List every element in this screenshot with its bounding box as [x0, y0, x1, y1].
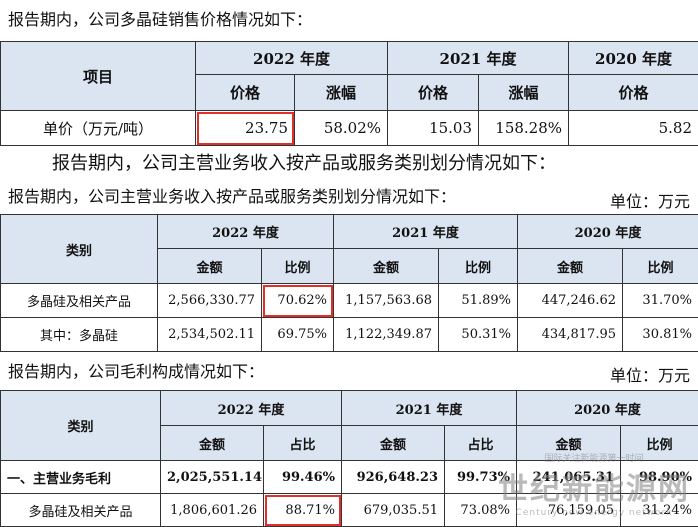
table-cell: 2,566,330.77 — [158, 284, 262, 318]
section2-title: 报告期内，公司主营业务收入按产品或服务类别划分情况如下： — [8, 183, 456, 207]
table-row: 其中：多晶硅 2,534,502.11 69.75% 1,122,349.87 … — [1, 318, 698, 352]
watermark-url: Century new energy network — [498, 508, 690, 518]
table-cell: 679,035.51 — [342, 494, 445, 527]
table-cell: 51.89% — [439, 284, 518, 318]
row-label: 一、主营业务毛利 — [1, 461, 161, 494]
row-label: 单价（万元/吨） — [1, 111, 196, 146]
header-year-2021: 2021 年度 — [388, 42, 569, 75]
section2-lead: 报告期内，公司主营业务收入按产品或服务类别划分情况如下： — [52, 149, 556, 175]
price-2022-cell: 23.75 — [196, 111, 295, 146]
header-category: 类别 — [1, 391, 161, 461]
section3-unit: 单位：万元 — [610, 362, 690, 386]
row-label: 其中：多晶硅 — [1, 318, 158, 352]
change-2021-cell: 158.28% — [479, 111, 569, 146]
header-year-2020: 2020 年度 — [569, 42, 698, 75]
watermark-tagline: 国际关注新能源第一时间 — [498, 451, 690, 464]
header-amount: 金额 — [518, 249, 623, 284]
header-year-2020: 2020 年度 — [517, 391, 698, 426]
header-ratio: 比例 — [262, 249, 334, 284]
table-cell: 69.75% — [262, 318, 334, 352]
table-cell: 1,157,563.68 — [334, 284, 439, 318]
header-year-2020: 2020 年度 — [518, 215, 698, 249]
table-cell: 1,806,601.26 — [161, 494, 264, 527]
revenue-by-product-table: 类别 2022 年度 2021 年度 2020 年度 金额 比例 金额 比例 金… — [0, 214, 698, 352]
table-cell: 447,246.62 — [518, 284, 623, 318]
table-cell: 88.71% — [264, 494, 342, 527]
row-label: 多晶硅及相关产品 — [1, 284, 158, 318]
table-cell: 30.81% — [623, 318, 698, 352]
table-cell: 2,534,502.11 — [158, 318, 262, 352]
watermark-brand: 世纪新能源网 — [498, 464, 690, 508]
header-amount: 金额 — [342, 426, 445, 461]
table-cell: 1,122,349.87 — [334, 318, 439, 352]
header-ratio: 比例 — [623, 249, 698, 284]
table-cell: 926,648.23 — [342, 461, 445, 494]
header-year-2022: 2022 年度 — [161, 391, 342, 426]
table-cell: 434,817.95 — [518, 318, 623, 352]
header-category: 类别 — [1, 215, 158, 284]
header-item: 项目 — [1, 42, 196, 111]
header-change: 涨幅 — [295, 75, 388, 111]
watermark-logo: 国际关注新能源第一时间 世纪新能源网 Century new energy ne… — [498, 451, 690, 518]
table-cell: 70.62% — [262, 284, 334, 318]
header-year-2021: 2021 年度 — [334, 215, 518, 249]
header-change: 涨幅 — [479, 75, 569, 111]
header-price: 价格 — [196, 75, 295, 111]
header-amount: 金额 — [334, 249, 439, 284]
header-year-2022: 2022 年度 — [158, 215, 334, 249]
price-2020-cell: 5.82 — [569, 111, 698, 146]
polysilicon-price-table: 项目 2022 年度 2021 年度 2020 年度 价格 涨幅 价格 涨幅 价… — [0, 41, 698, 146]
header-price: 价格 — [569, 75, 698, 111]
table-cell: 31.70% — [623, 284, 698, 318]
header-amount: 金额 — [161, 426, 264, 461]
header-amount: 金额 — [158, 249, 262, 284]
section2-unit: 单位：万元 — [610, 188, 690, 212]
header-share: 占比 — [264, 426, 342, 461]
header-ratio: 比例 — [439, 249, 518, 284]
table-row: 多晶硅及相关产品 2,566,330.77 70.62% 1,157,563.6… — [1, 284, 698, 318]
header-year-2022: 2022 年度 — [196, 42, 388, 75]
header-year-2021: 2021 年度 — [342, 391, 517, 426]
table-cell: 50.31% — [439, 318, 518, 352]
section3-title: 报告期内，公司毛利构成情况如下： — [8, 358, 264, 382]
table-cell: 99.46% — [264, 461, 342, 494]
row-label: 多晶硅及相关产品 — [1, 494, 161, 527]
price-2021-cell: 15.03 — [388, 111, 479, 146]
table-cell: 2,025,551.14 — [161, 461, 264, 494]
change-2022-cell: 58.02% — [295, 111, 388, 146]
section1-title: 报告期内，公司多晶硅销售价格情况如下： — [8, 6, 312, 30]
header-price: 价格 — [388, 75, 479, 111]
